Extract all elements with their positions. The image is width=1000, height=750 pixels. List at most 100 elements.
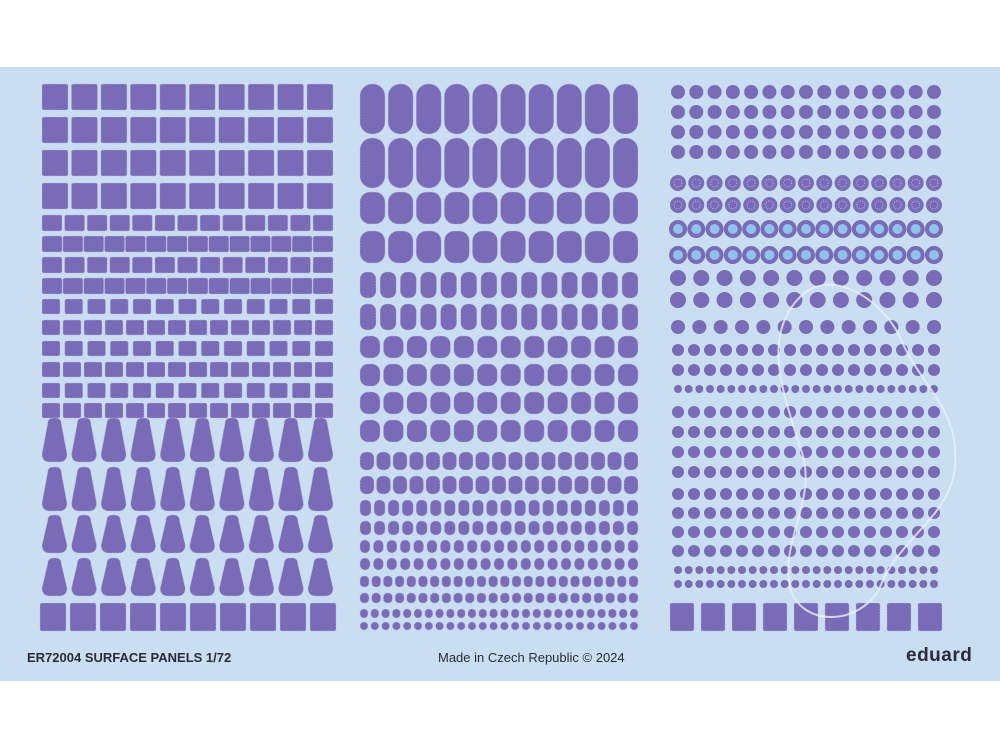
oval-panel xyxy=(399,557,411,571)
round-panel xyxy=(823,580,832,588)
oval-panel xyxy=(570,520,583,536)
round-panel xyxy=(896,364,908,376)
square-panel xyxy=(41,83,69,111)
rect-panel xyxy=(64,214,85,232)
perforation-ring xyxy=(673,178,683,188)
square-tab xyxy=(917,602,943,632)
oval-panel xyxy=(593,592,604,604)
oval-panel xyxy=(547,363,569,387)
oval-panel xyxy=(453,575,463,588)
oval-panel xyxy=(476,592,487,604)
oval-panel xyxy=(532,608,542,619)
rect-panel xyxy=(251,319,271,336)
oval-panel xyxy=(402,608,412,619)
perforation-ring xyxy=(856,178,866,188)
oval-panel xyxy=(542,520,555,536)
oval-panel xyxy=(372,557,384,571)
round-panel xyxy=(853,145,868,159)
oval-panel xyxy=(359,520,372,536)
round-panel xyxy=(768,426,780,438)
oval-panel xyxy=(392,475,408,495)
square-panel xyxy=(277,116,304,144)
teardrop-panel xyxy=(71,466,97,512)
oval-panel xyxy=(429,335,451,359)
round-panel xyxy=(738,566,746,574)
oval-panel xyxy=(584,191,611,225)
perforation-ring xyxy=(764,178,775,188)
round-panel xyxy=(820,320,835,334)
oval-panel xyxy=(570,419,592,443)
oval-panel xyxy=(387,230,414,264)
round-panel xyxy=(693,292,710,308)
round-panel xyxy=(688,545,700,557)
round-panel xyxy=(812,385,821,393)
perforation-ring xyxy=(801,200,811,210)
oval-panel xyxy=(506,557,518,571)
round-panel xyxy=(707,125,722,139)
oval-panel xyxy=(570,499,583,517)
oval-panel xyxy=(443,83,470,135)
oval-panel xyxy=(600,539,612,554)
round-panel xyxy=(832,507,844,519)
perforated-disc xyxy=(670,175,686,191)
round-panel xyxy=(704,364,716,376)
rect-panel xyxy=(291,235,313,253)
round-panel xyxy=(752,364,764,376)
round-panel xyxy=(704,545,716,557)
square-panel xyxy=(129,182,157,210)
rect-panel xyxy=(145,277,167,295)
oval-panel xyxy=(409,475,424,495)
round-panel xyxy=(670,270,686,286)
teardrop-panel xyxy=(41,417,68,463)
square-tab xyxy=(279,602,307,632)
round-panel xyxy=(688,426,700,438)
round-panel xyxy=(855,385,864,393)
oval-panel xyxy=(399,539,411,554)
oval-panel xyxy=(601,271,619,299)
ring-hole xyxy=(910,250,921,260)
perforation-ring xyxy=(874,200,884,210)
round-panel xyxy=(752,545,764,557)
round-panel xyxy=(866,566,874,574)
oval-panel xyxy=(415,83,442,135)
oval-panel xyxy=(392,451,408,471)
oval-panel xyxy=(420,271,437,299)
round-panel xyxy=(896,446,908,458)
perforated-disc xyxy=(798,197,814,213)
oval-panel xyxy=(594,363,615,387)
rect-panel xyxy=(269,340,288,357)
round-panel xyxy=(671,320,685,334)
perforation-ring xyxy=(801,178,811,188)
round-panel xyxy=(704,344,716,356)
perforation-ring xyxy=(691,178,701,188)
square-panel xyxy=(247,149,275,177)
perforation-ring xyxy=(691,200,701,210)
round-panel xyxy=(816,507,828,519)
oval-panel xyxy=(528,83,555,135)
round-panel xyxy=(762,105,777,119)
round-panel xyxy=(832,446,844,458)
oval-panel xyxy=(382,592,393,604)
perforation-ring xyxy=(783,200,793,210)
round-panel xyxy=(896,426,908,438)
round-panel xyxy=(704,466,716,478)
perforation-ring xyxy=(892,178,903,188)
perforated-disc xyxy=(706,175,723,191)
square-tab xyxy=(855,602,881,632)
rect-panel xyxy=(270,277,292,295)
square-tab xyxy=(886,602,912,632)
oval-panel xyxy=(370,608,380,619)
round-panel xyxy=(832,406,844,418)
oval-panel xyxy=(581,592,592,604)
round-panel xyxy=(768,526,780,538)
round-panel xyxy=(880,446,892,458)
round-panel xyxy=(800,406,812,418)
oval-panel xyxy=(510,621,520,631)
oval-panel xyxy=(574,475,589,495)
oval-panel xyxy=(442,475,457,495)
oval-panel xyxy=(601,303,619,331)
round-panel xyxy=(880,406,892,418)
square-tab xyxy=(309,602,337,632)
perforated-disc xyxy=(816,175,833,191)
oval-panel xyxy=(359,539,371,554)
